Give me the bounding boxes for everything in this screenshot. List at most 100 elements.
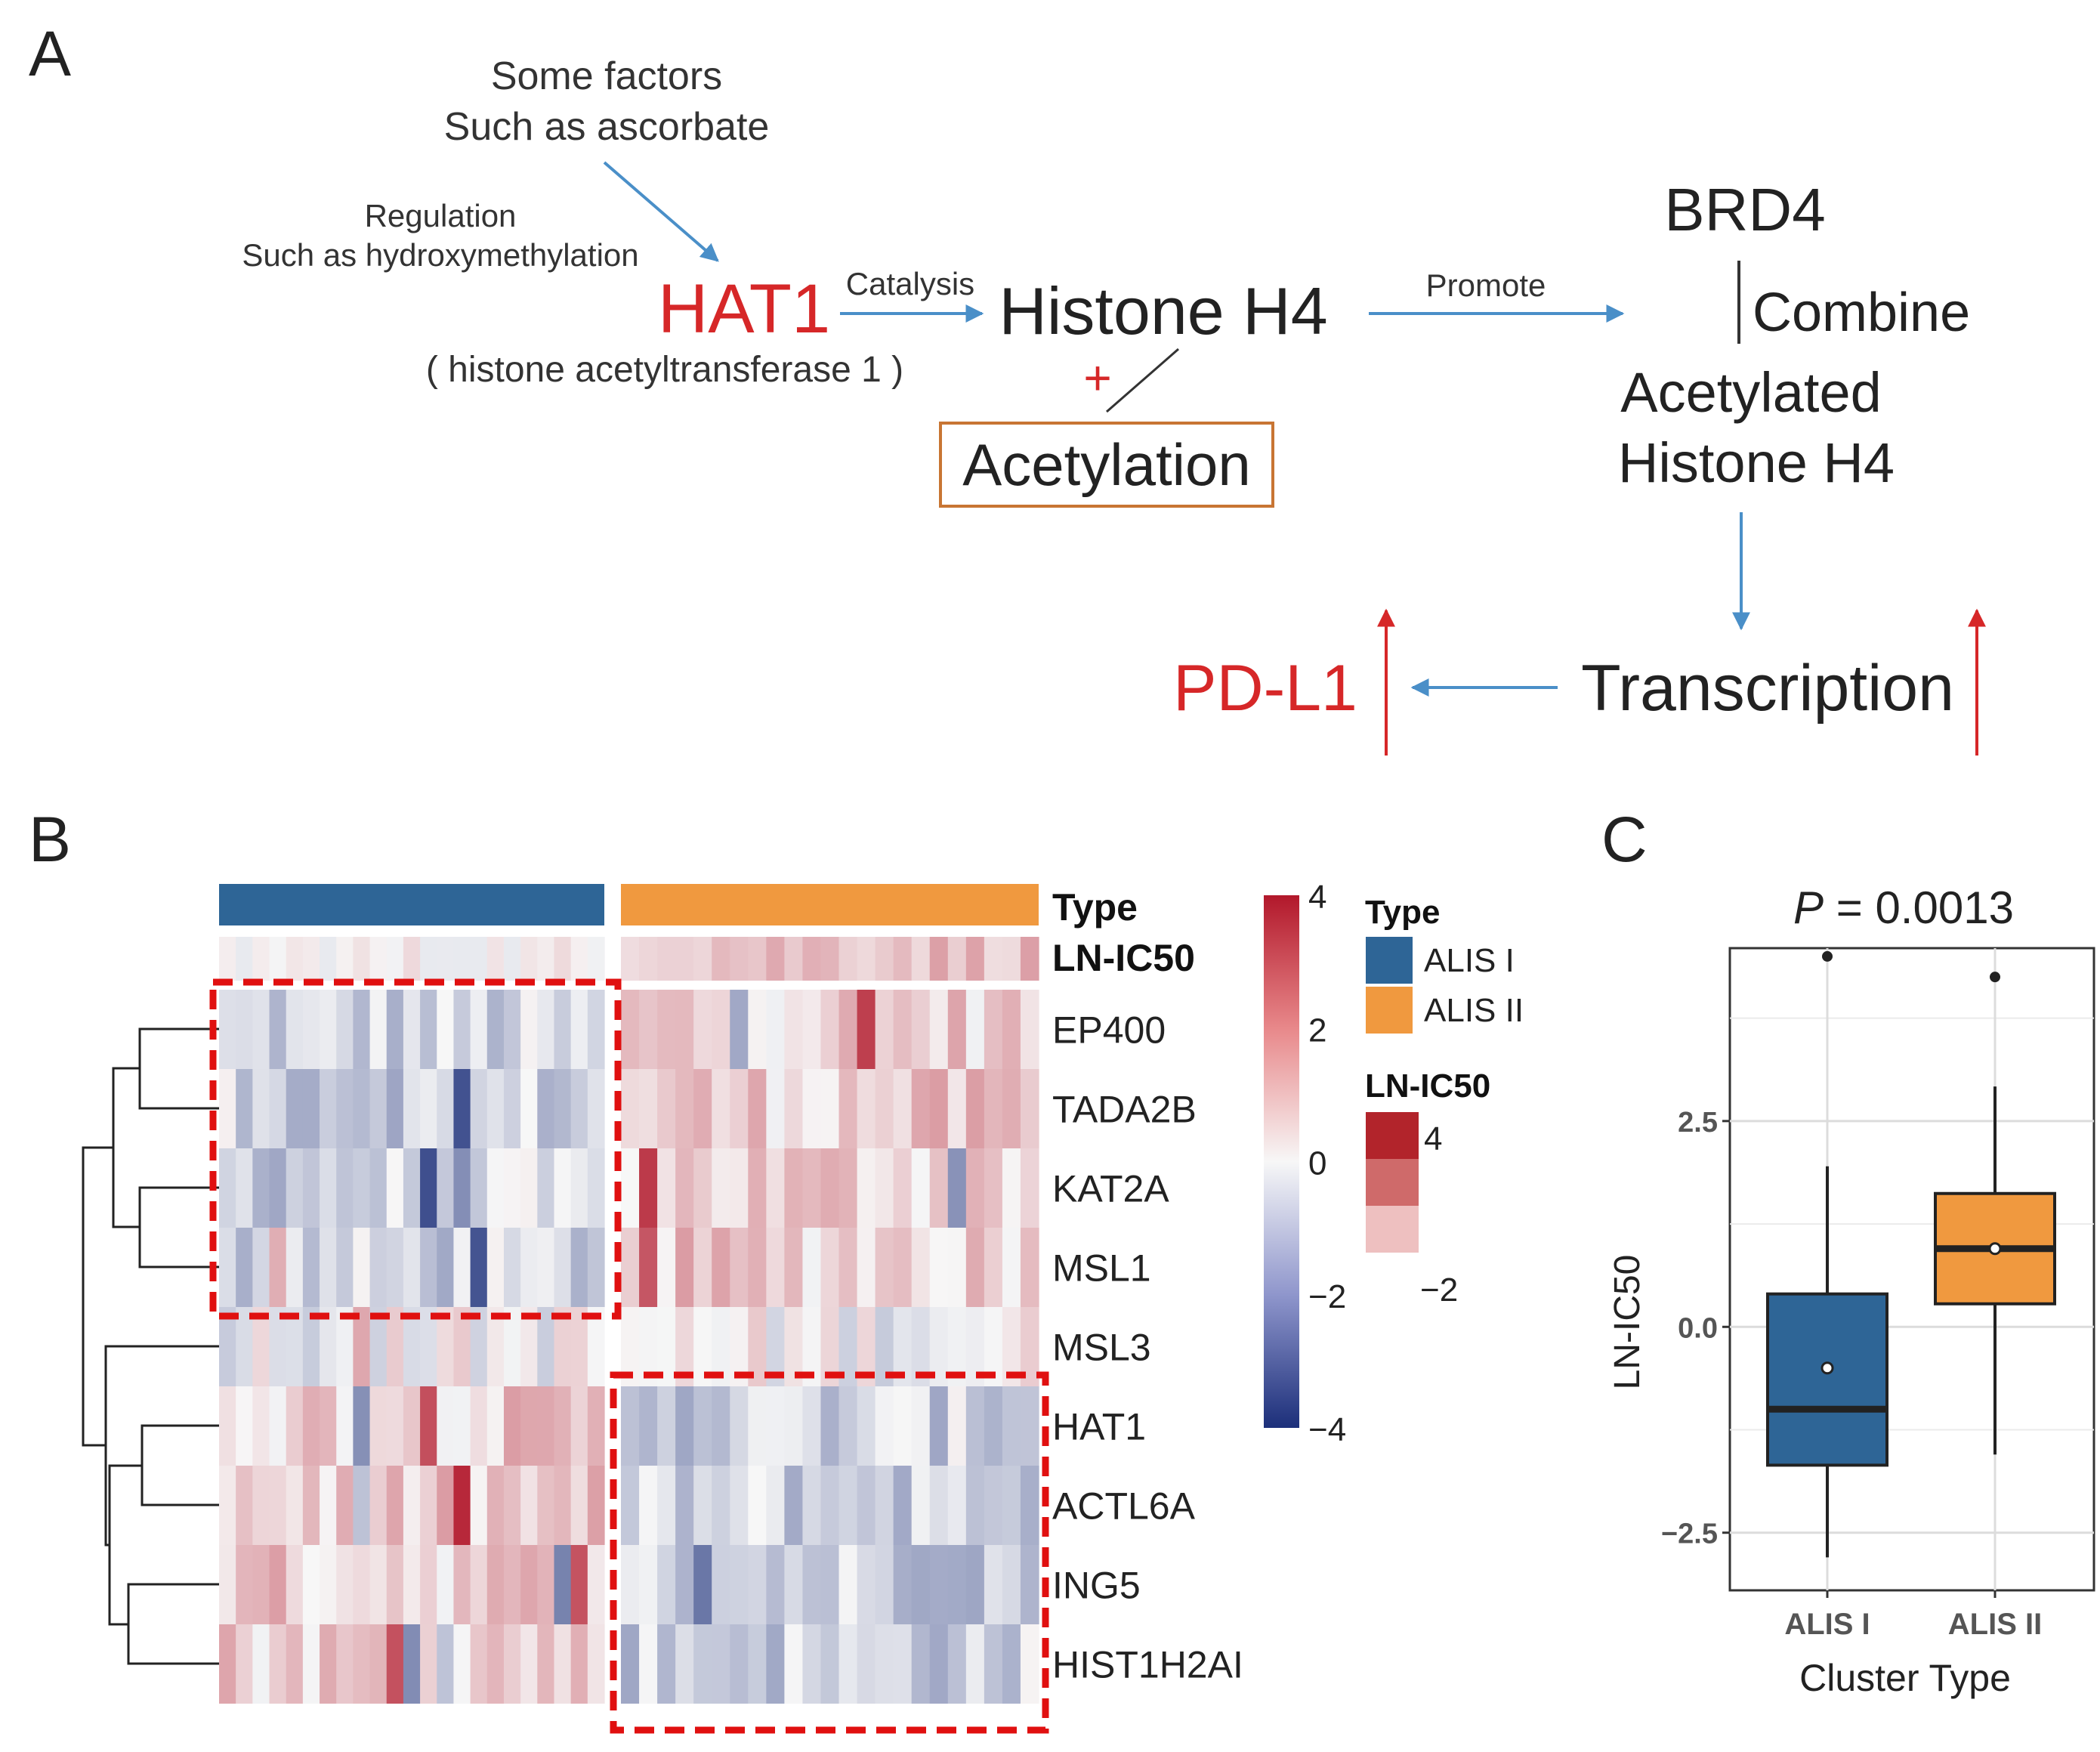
heatmap-cell (269, 1228, 287, 1307)
heatmap-cell (838, 1069, 858, 1148)
heatmap-cell (748, 1624, 767, 1704)
heatmap-cell (838, 1466, 858, 1545)
heatmap-cell (929, 1069, 949, 1148)
heatmap-cell (639, 1466, 658, 1545)
heatmap-cell (784, 1545, 804, 1624)
heatmap-cell (520, 1148, 538, 1228)
panel-label-b: B (29, 804, 71, 875)
promote-label: Promote (1426, 267, 1546, 303)
heatmap-cell (875, 1545, 894, 1624)
heatmap-cell (520, 1466, 538, 1545)
ln-ic50-cell (286, 937, 304, 981)
heatmap-cell (503, 1307, 521, 1386)
heatmap-cell (353, 1386, 371, 1466)
heatmap-cell (353, 1148, 371, 1228)
heatmap-cell (587, 1386, 605, 1466)
heatmap-cell (520, 990, 538, 1069)
heatmap-cell (965, 990, 985, 1069)
heatmap-cell (621, 1148, 640, 1228)
heatmap-cell (320, 1228, 337, 1307)
heatmap-cell (802, 1148, 822, 1228)
heatmap-cell (503, 1386, 521, 1466)
ln-ic50-cell (929, 937, 949, 981)
x-tick-label: ALIS II (1948, 1608, 2042, 1641)
heatmap-cell (554, 1307, 572, 1386)
heatmap-cell (219, 1148, 236, 1228)
heatmap-cell (320, 1624, 337, 1704)
heatmap-cell (520, 1228, 538, 1307)
heatmap-cell (748, 1069, 767, 1148)
heatmap-cell (302, 990, 320, 1069)
acetylated-line1: Acetylated (1620, 361, 1882, 424)
heatmap-cell (470, 1624, 488, 1704)
heatmap-cell (657, 1545, 676, 1624)
heatmap-cell (875, 1624, 894, 1704)
heatmap-cell (252, 1148, 270, 1228)
heatmap-cell (748, 990, 767, 1069)
heatmap-cell (453, 1545, 471, 1624)
heatmap-cell (929, 990, 949, 1069)
legend-type-title: Type (1365, 894, 1440, 931)
ln-ic50-cell (675, 937, 694, 981)
heatmap-cell (286, 1307, 304, 1386)
heatmap-cell (657, 1386, 676, 1466)
heatmap-cell (236, 1545, 253, 1624)
heatmap-cell (693, 1466, 712, 1545)
boxplot: −2.5 0.0 2.5 ALIS I ALIS II (1661, 947, 2095, 1641)
ln-ic50-cell (503, 937, 521, 981)
heatmap-cell (965, 1228, 985, 1307)
heatmap-cell (965, 1545, 985, 1624)
heatmap-cell (784, 1386, 804, 1466)
heatmap-cell (766, 1228, 785, 1307)
heatmap-cell (712, 1069, 730, 1148)
heatmap-cell (320, 1307, 337, 1386)
row-label-ln-ic50: LN-IC50 (1052, 937, 1195, 979)
heatmap-cell (503, 1148, 521, 1228)
ln-ic50-cell (336, 937, 354, 981)
heatmap-cell (875, 1069, 894, 1148)
heatmap-cell (537, 1624, 555, 1704)
heatmap-cell (486, 1228, 505, 1307)
ln-ic50-cell (838, 937, 858, 981)
heatmap-cell (219, 990, 236, 1069)
heatmap-cell (820, 1624, 840, 1704)
heatmap-cell (911, 990, 931, 1069)
row-label-type: Type (1052, 886, 1138, 929)
acetylated-line2: Histone H4 (1618, 431, 1895, 494)
heatmap-cell (838, 1148, 858, 1228)
heatmap-cell (965, 1148, 985, 1228)
heatmap-cell (1020, 1545, 1039, 1624)
panel-b: B Type LN-IC50 EP400 TADA2B KAT2A MSL1 MSL3 H… (29, 804, 1524, 1734)
ln-ic50-cell (893, 937, 913, 981)
heatmap-cell (1002, 1466, 1021, 1545)
heatmap-cell (857, 990, 876, 1069)
ln-ic50-cell (766, 937, 785, 981)
heatmap-cell (336, 990, 354, 1069)
heatmap-cell (554, 1386, 572, 1466)
heatmap-cell (269, 1307, 287, 1386)
heatmap-cell (1020, 1624, 1039, 1704)
acetylation-connector (1106, 348, 1179, 413)
heatmap-cell (657, 1228, 676, 1307)
heatmap-cell (420, 1624, 437, 1704)
heatmap-cell (766, 1386, 785, 1466)
heatmap-cell (252, 1069, 270, 1148)
y-axis-label: LN-IC50 (1607, 1255, 1648, 1390)
heatmap-cell (911, 1466, 931, 1545)
heatmap-cell (403, 1466, 421, 1545)
heatmap-cell (621, 1545, 640, 1624)
heatmap-cell (486, 1545, 505, 1624)
heatmap-cell (784, 1466, 804, 1545)
heatmap-cell (730, 1228, 749, 1307)
heatmap-cell (236, 1386, 253, 1466)
heatmap-cell (784, 1069, 804, 1148)
heatmap-cell (875, 1466, 894, 1545)
heatmap-cell (947, 1228, 967, 1307)
heatmap-cell (353, 1545, 371, 1624)
transcription-label: Transcription (1581, 652, 1954, 725)
heatmap-cell (503, 1624, 521, 1704)
gene-labels: EP400 TADA2B KAT2A MSL1 MSL3 HAT1 ACTL6A ING5 HI… (1052, 1009, 1243, 1686)
heatmap-cell (1020, 1069, 1039, 1148)
heatmap-cell (657, 1466, 676, 1545)
heatmap-cell (369, 1228, 388, 1307)
